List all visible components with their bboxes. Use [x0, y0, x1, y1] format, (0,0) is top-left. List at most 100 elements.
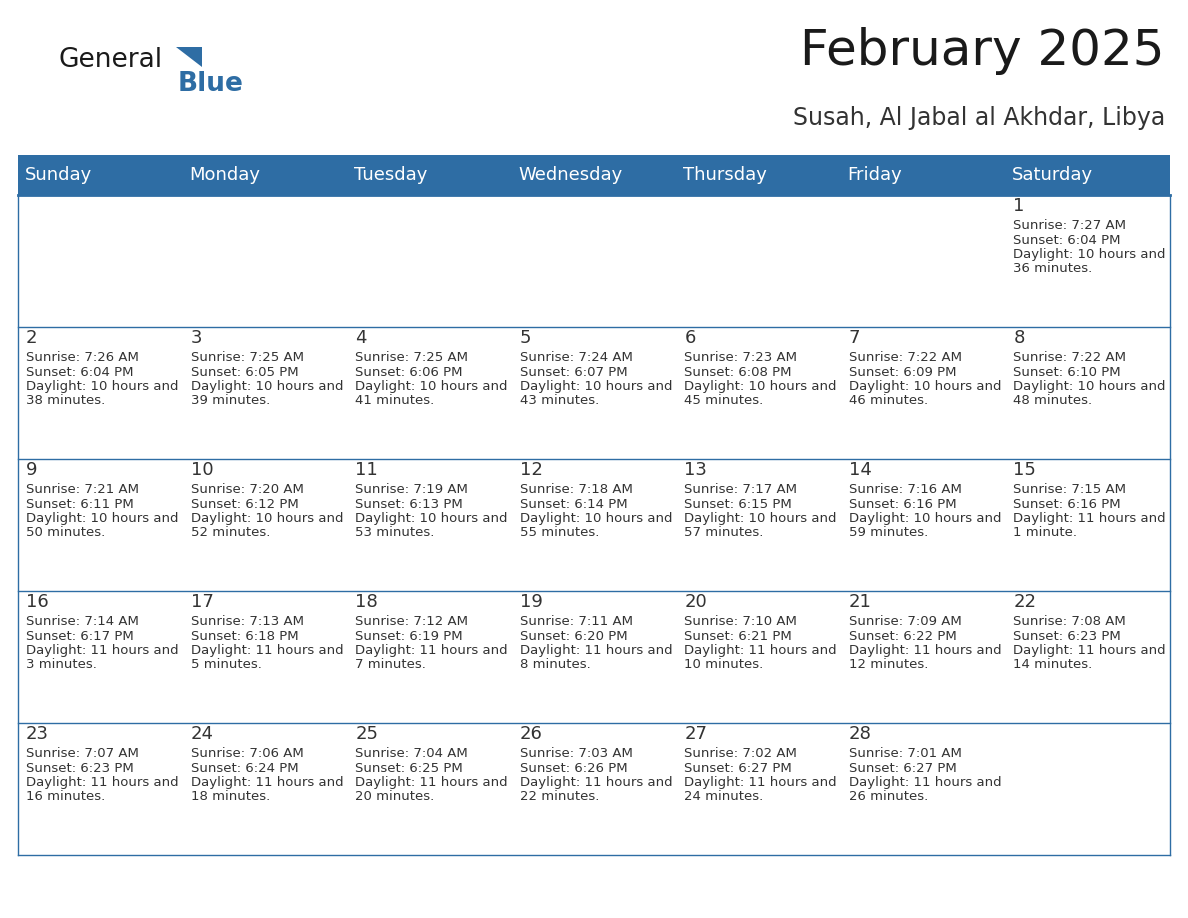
Text: 7: 7 — [849, 329, 860, 347]
Bar — [841, 195, 1005, 327]
Text: Sunset: 6:22 PM: Sunset: 6:22 PM — [849, 630, 956, 643]
Text: Sunset: 6:19 PM: Sunset: 6:19 PM — [355, 630, 463, 643]
Text: 18: 18 — [355, 593, 378, 611]
Text: Sunset: 6:04 PM: Sunset: 6:04 PM — [1013, 233, 1121, 247]
Text: Daylight: 11 hours and: Daylight: 11 hours and — [849, 644, 1001, 657]
Text: Daylight: 10 hours and: Daylight: 10 hours and — [190, 512, 343, 525]
Text: 9: 9 — [26, 461, 38, 479]
Text: Daylight: 10 hours and: Daylight: 10 hours and — [355, 512, 507, 525]
Text: Sunset: 6:14 PM: Sunset: 6:14 PM — [519, 498, 627, 510]
Text: Daylight: 10 hours and: Daylight: 10 hours and — [355, 380, 507, 393]
Text: 7 minutes.: 7 minutes. — [355, 658, 426, 671]
Bar — [512, 327, 676, 459]
Text: Sunset: 6:07 PM: Sunset: 6:07 PM — [519, 365, 627, 378]
Text: Sunrise: 7:09 AM: Sunrise: 7:09 AM — [849, 615, 961, 628]
Text: 26: 26 — [519, 725, 543, 743]
Bar — [1005, 723, 1170, 855]
Text: 12 minutes.: 12 minutes. — [849, 658, 928, 671]
Text: 2: 2 — [26, 329, 38, 347]
Text: Sunset: 6:21 PM: Sunset: 6:21 PM — [684, 630, 792, 643]
Bar — [676, 723, 841, 855]
Text: Sunset: 6:17 PM: Sunset: 6:17 PM — [26, 630, 134, 643]
Text: Sunrise: 7:11 AM: Sunrise: 7:11 AM — [519, 615, 633, 628]
Text: Sunset: 6:16 PM: Sunset: 6:16 PM — [849, 498, 956, 510]
Text: Susah, Al Jabal al Akhdar, Libya: Susah, Al Jabal al Akhdar, Libya — [792, 106, 1165, 130]
Bar — [183, 591, 347, 723]
Text: Daylight: 10 hours and: Daylight: 10 hours and — [684, 512, 836, 525]
Text: Daylight: 10 hours and: Daylight: 10 hours and — [849, 512, 1001, 525]
Text: Sunrise: 7:25 AM: Sunrise: 7:25 AM — [355, 351, 468, 364]
Bar — [512, 591, 676, 723]
Bar — [512, 459, 676, 591]
Bar — [183, 723, 347, 855]
Text: Sunrise: 7:17 AM: Sunrise: 7:17 AM — [684, 483, 797, 496]
Text: Daylight: 11 hours and: Daylight: 11 hours and — [26, 776, 178, 789]
Text: Sunrise: 7:18 AM: Sunrise: 7:18 AM — [519, 483, 632, 496]
Bar — [841, 723, 1005, 855]
Text: 18 minutes.: 18 minutes. — [190, 790, 270, 803]
Text: 25: 25 — [355, 725, 378, 743]
Text: 10: 10 — [190, 461, 213, 479]
Bar — [841, 459, 1005, 591]
Text: 57 minutes.: 57 minutes. — [684, 527, 764, 540]
Bar — [1005, 591, 1170, 723]
Text: Sunrise: 7:07 AM: Sunrise: 7:07 AM — [26, 747, 139, 760]
Text: 39 minutes.: 39 minutes. — [190, 395, 270, 408]
Text: Daylight: 11 hours and: Daylight: 11 hours and — [1013, 644, 1167, 657]
Text: Sunrise: 7:14 AM: Sunrise: 7:14 AM — [26, 615, 139, 628]
Text: 13: 13 — [684, 461, 707, 479]
Text: Sunrise: 7:12 AM: Sunrise: 7:12 AM — [355, 615, 468, 628]
Bar — [18, 195, 183, 327]
Text: Sunrise: 7:23 AM: Sunrise: 7:23 AM — [684, 351, 797, 364]
Bar — [841, 327, 1005, 459]
Text: General: General — [58, 47, 162, 73]
Text: Daylight: 10 hours and: Daylight: 10 hours and — [1013, 248, 1165, 261]
Bar — [347, 327, 512, 459]
Bar — [347, 723, 512, 855]
Text: Daylight: 10 hours and: Daylight: 10 hours and — [26, 512, 178, 525]
Text: 45 minutes.: 45 minutes. — [684, 395, 764, 408]
Bar — [18, 155, 1170, 195]
Text: 3: 3 — [190, 329, 202, 347]
Text: Thursday: Thursday — [683, 166, 766, 184]
Text: 21: 21 — [849, 593, 872, 611]
Bar — [676, 591, 841, 723]
Text: Sunrise: 7:26 AM: Sunrise: 7:26 AM — [26, 351, 139, 364]
Text: 1: 1 — [1013, 197, 1025, 215]
Text: Sunrise: 7:24 AM: Sunrise: 7:24 AM — [519, 351, 632, 364]
Text: Daylight: 11 hours and: Daylight: 11 hours and — [355, 776, 507, 789]
Text: 38 minutes.: 38 minutes. — [26, 395, 106, 408]
Text: Sunrise: 7:06 AM: Sunrise: 7:06 AM — [190, 747, 303, 760]
Text: 41 minutes.: 41 minutes. — [355, 395, 435, 408]
Text: Daylight: 11 hours and: Daylight: 11 hours and — [26, 644, 178, 657]
Text: Sunrise: 7:13 AM: Sunrise: 7:13 AM — [190, 615, 304, 628]
Text: Sunset: 6:09 PM: Sunset: 6:09 PM — [849, 365, 956, 378]
Bar — [183, 459, 347, 591]
Text: 52 minutes.: 52 minutes. — [190, 527, 270, 540]
Bar — [841, 591, 1005, 723]
Text: 15: 15 — [1013, 461, 1036, 479]
Text: Sunset: 6:25 PM: Sunset: 6:25 PM — [355, 762, 463, 775]
Text: 6: 6 — [684, 329, 696, 347]
Text: Sunset: 6:12 PM: Sunset: 6:12 PM — [190, 498, 298, 510]
Text: 50 minutes.: 50 minutes. — [26, 527, 106, 540]
Text: Sunrise: 7:21 AM: Sunrise: 7:21 AM — [26, 483, 139, 496]
Text: Sunset: 6:06 PM: Sunset: 6:06 PM — [355, 365, 462, 378]
Text: 1 minute.: 1 minute. — [1013, 527, 1078, 540]
Text: Sunrise: 7:20 AM: Sunrise: 7:20 AM — [190, 483, 303, 496]
Text: 20 minutes.: 20 minutes. — [355, 790, 435, 803]
Text: Sunrise: 7:27 AM: Sunrise: 7:27 AM — [1013, 219, 1126, 232]
Bar — [347, 459, 512, 591]
Text: Monday: Monday — [189, 166, 260, 184]
Bar — [512, 723, 676, 855]
Text: Blue: Blue — [178, 71, 244, 97]
Text: 4: 4 — [355, 329, 367, 347]
Text: Daylight: 10 hours and: Daylight: 10 hours and — [519, 512, 672, 525]
Text: 24: 24 — [190, 725, 214, 743]
Text: 48 minutes.: 48 minutes. — [1013, 395, 1093, 408]
Text: Sunrise: 7:03 AM: Sunrise: 7:03 AM — [519, 747, 632, 760]
Text: Sunset: 6:18 PM: Sunset: 6:18 PM — [190, 630, 298, 643]
Text: 20: 20 — [684, 593, 707, 611]
Text: Sunrise: 7:04 AM: Sunrise: 7:04 AM — [355, 747, 468, 760]
Text: Daylight: 10 hours and: Daylight: 10 hours and — [519, 380, 672, 393]
